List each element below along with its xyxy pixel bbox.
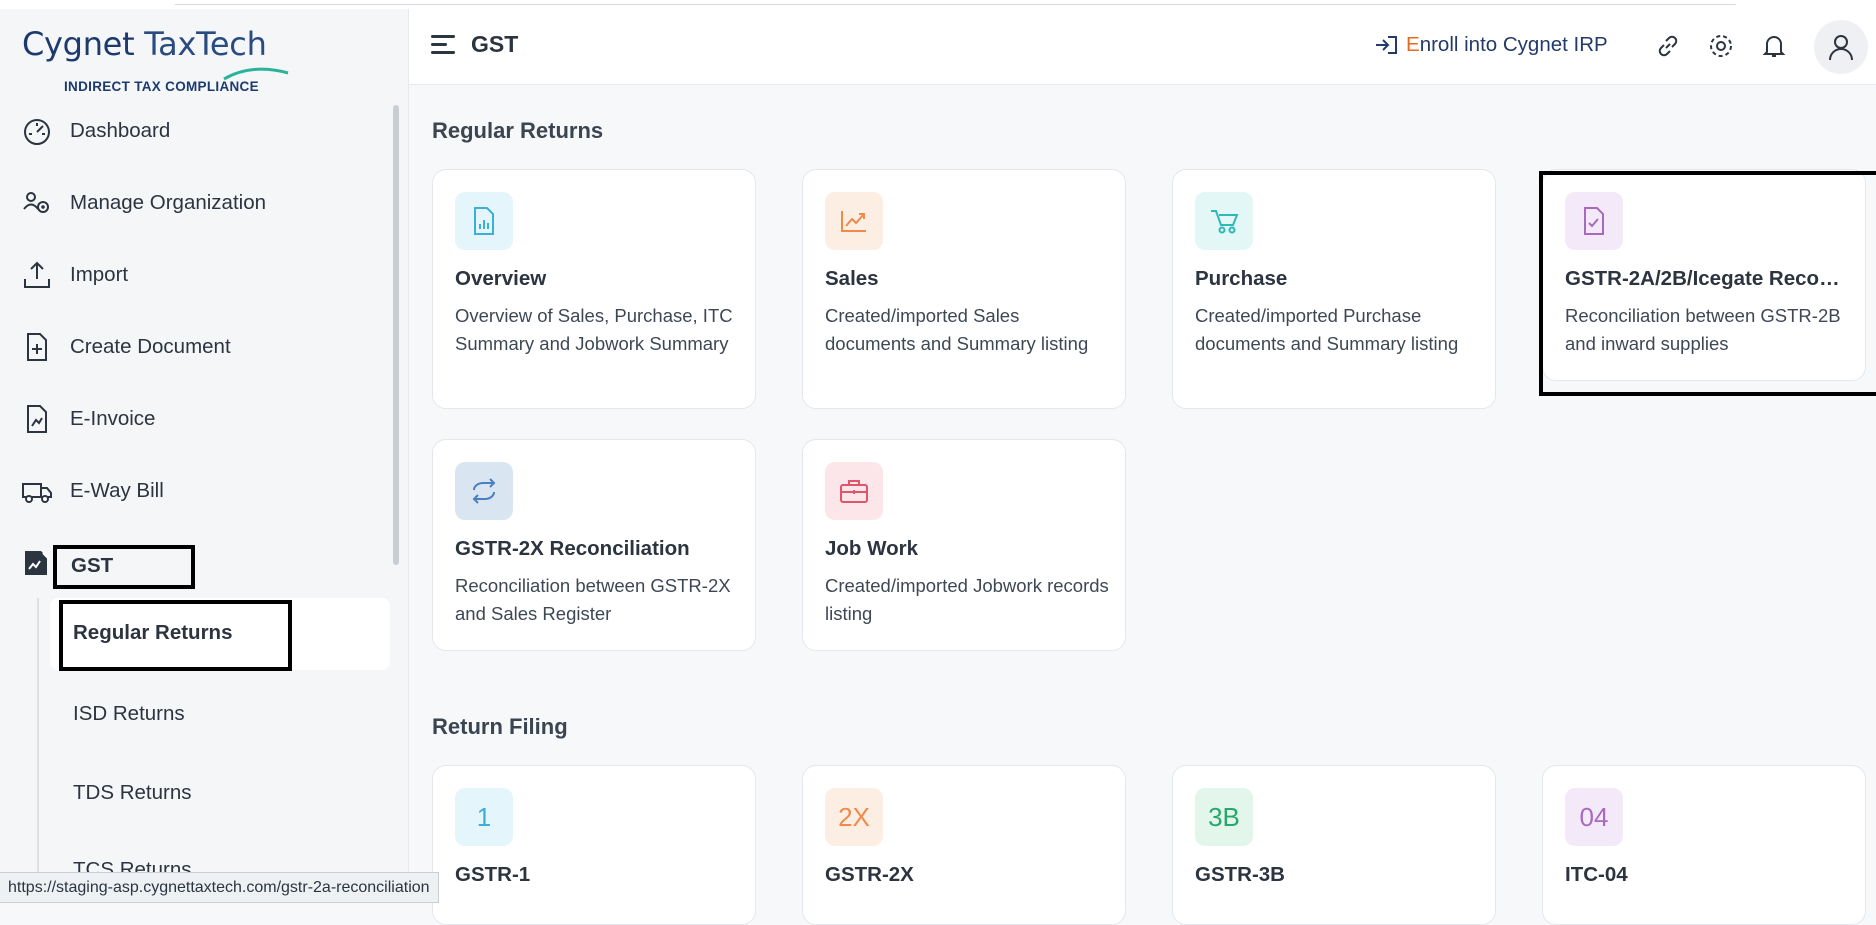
hamburger-menu-icon[interactable] xyxy=(431,35,455,55)
card-title: GSTR-3B xyxy=(1195,863,1285,886)
sidebar-item-gst[interactable]: GST xyxy=(53,545,195,589)
submenu-item-regular-returns-bg[interactable] xyxy=(50,598,390,670)
logo-name-bold: Cygnet xyxy=(22,25,135,63)
submenu-item-regular-returns[interactable]: Regular Returns xyxy=(73,621,233,644)
logo-name-light: TaxTech xyxy=(144,25,267,63)
sidebar-item-label: Import xyxy=(70,263,129,286)
regular-returns-heading: Regular Returns xyxy=(432,118,604,143)
sidebar-item-label: E-Invoice xyxy=(70,407,156,430)
card-description: Overview of Sales, Purchase, ITC Summary… xyxy=(455,305,733,354)
document-plus-icon xyxy=(20,330,54,364)
report-chart-icon xyxy=(455,192,513,250)
card-gstr-1[interactable]: 1 GSTR-1 xyxy=(432,765,756,925)
card-sales[interactable]: Sales Created/imported Sales documents a… xyxy=(802,169,1126,409)
card-gstr-3b[interactable]: 3B GSTR-3B xyxy=(1172,765,1496,925)
card-title: Sales xyxy=(825,267,879,290)
sidebar-item-manage-organization[interactable]: Manage Organization xyxy=(20,179,266,227)
card-title: GSTR-2X xyxy=(825,863,914,886)
card-itc-04[interactable]: 04 ITC-04 xyxy=(1542,765,1866,925)
card-description: Created/imported Sales documents and Sum… xyxy=(825,305,1089,354)
browser-top-strip xyxy=(0,0,1876,9)
sidebar-item-create-document[interactable]: Create Document xyxy=(20,323,231,371)
enroll-label: nroll into Cygnet IRP xyxy=(1419,33,1608,56)
gstr-2x-badge: 2X xyxy=(825,788,883,846)
card-gstr-2x[interactable]: 2X GSTR-2X xyxy=(802,765,1126,925)
logo[interactable]: Cygnet TaxTech INDIRECT TAX COMPLIANCE xyxy=(22,25,289,94)
organization-gear-icon xyxy=(20,186,54,220)
sidebar-item-e-invoice[interactable]: E-Invoice xyxy=(20,395,155,443)
sidebar-item-dashboard[interactable]: Dashboard xyxy=(20,107,170,155)
submenu-highlight-box xyxy=(59,600,292,671)
card-highlight-box xyxy=(1539,171,1876,396)
user-avatar-icon[interactable] xyxy=(1814,20,1868,74)
gstr-1-badge: 1 xyxy=(455,788,513,846)
card-description: Reconciliation between GSTR-2B and inwar… xyxy=(1565,305,1841,354)
gstr-3b-badge: 3B xyxy=(1195,788,1253,846)
card-gstr-2a-2b-icegate[interactable]: GSTR-2A/2B/Icegate Reconciliation Reconc… xyxy=(1542,169,1866,381)
cart-icon xyxy=(1195,192,1253,250)
card-job-work[interactable]: Job Work Created/imported Jobwork record… xyxy=(802,439,1126,651)
dashboard-gauge-icon xyxy=(20,114,54,148)
sidebar-item-gst-icon-wrap[interactable] xyxy=(20,539,70,587)
card-title: Purchase xyxy=(1195,267,1288,290)
trend-up-icon xyxy=(825,192,883,250)
card-title: GSTR-2X Reconciliation xyxy=(455,537,690,560)
card-description: Created/imported Purchase documents and … xyxy=(1195,305,1459,354)
card-overview[interactable]: Overview Overview of Sales, Purchase, IT… xyxy=(432,169,756,409)
card-title: GSTR-1 xyxy=(455,863,531,886)
logo-tagline: INDIRECT TAX COMPLIANCE xyxy=(64,79,259,94)
sidebar-item-label: E-Way Bill xyxy=(70,479,164,502)
sidebar-item-e-way-bill[interactable]: E-Way Bill xyxy=(20,467,164,515)
logo-swoosh-icon xyxy=(223,67,289,81)
link-icon[interactable] xyxy=(1653,31,1683,61)
login-arrow-icon xyxy=(1376,36,1397,54)
submenu-item-isd-returns[interactable]: ISD Returns xyxy=(73,702,185,725)
truck-icon xyxy=(20,474,54,508)
card-description: Reconciliation between GSTR-2X and Sales… xyxy=(455,575,731,624)
upload-icon xyxy=(20,258,54,292)
page-title: GST xyxy=(471,31,519,57)
card-gstr-2x-reconciliation[interactable]: GSTR-2X Reconciliation Reconciliation be… xyxy=(432,439,756,651)
sidebar-item-label: Create Document xyxy=(70,335,231,358)
sidebar-item-label: Dashboard xyxy=(70,119,171,142)
invoice-icon xyxy=(20,402,54,436)
sidebar: Cygnet TaxTech INDIRECT TAX COMPLIANCE xyxy=(0,9,409,903)
briefcase-icon xyxy=(825,462,883,520)
card-title: ITC-04 xyxy=(1565,863,1628,886)
link-preview-status-bar: https://staging-asp.cygnettaxtech.com/gs… xyxy=(0,872,439,903)
settings-gear-icon[interactable] xyxy=(1706,31,1736,61)
enroll-first-letter: E xyxy=(1406,33,1420,56)
itc-04-badge: 04 xyxy=(1565,788,1623,846)
sidebar-item-import[interactable]: Import xyxy=(20,251,128,299)
submenu-guide-line xyxy=(37,598,39,903)
sidebar-item-label: Manage Organization xyxy=(70,191,267,214)
bell-icon[interactable] xyxy=(1759,31,1789,61)
card-title: Job Work xyxy=(825,537,919,560)
submenu-item-tds-returns[interactable]: TDS Returns xyxy=(73,781,192,804)
file-check-icon xyxy=(1565,192,1623,250)
card-title: Overview xyxy=(455,267,547,290)
return-filing-heading: Return Filing xyxy=(432,714,568,739)
sidebar-scrollbar[interactable] xyxy=(393,105,399,565)
card-description: Created/imported Jobwork records listing xyxy=(825,575,1109,624)
card-purchase[interactable]: Purchase Created/imported Purchase docum… xyxy=(1172,169,1496,409)
gst-edit-icon xyxy=(20,546,54,580)
sync-arrows-icon xyxy=(455,462,513,520)
